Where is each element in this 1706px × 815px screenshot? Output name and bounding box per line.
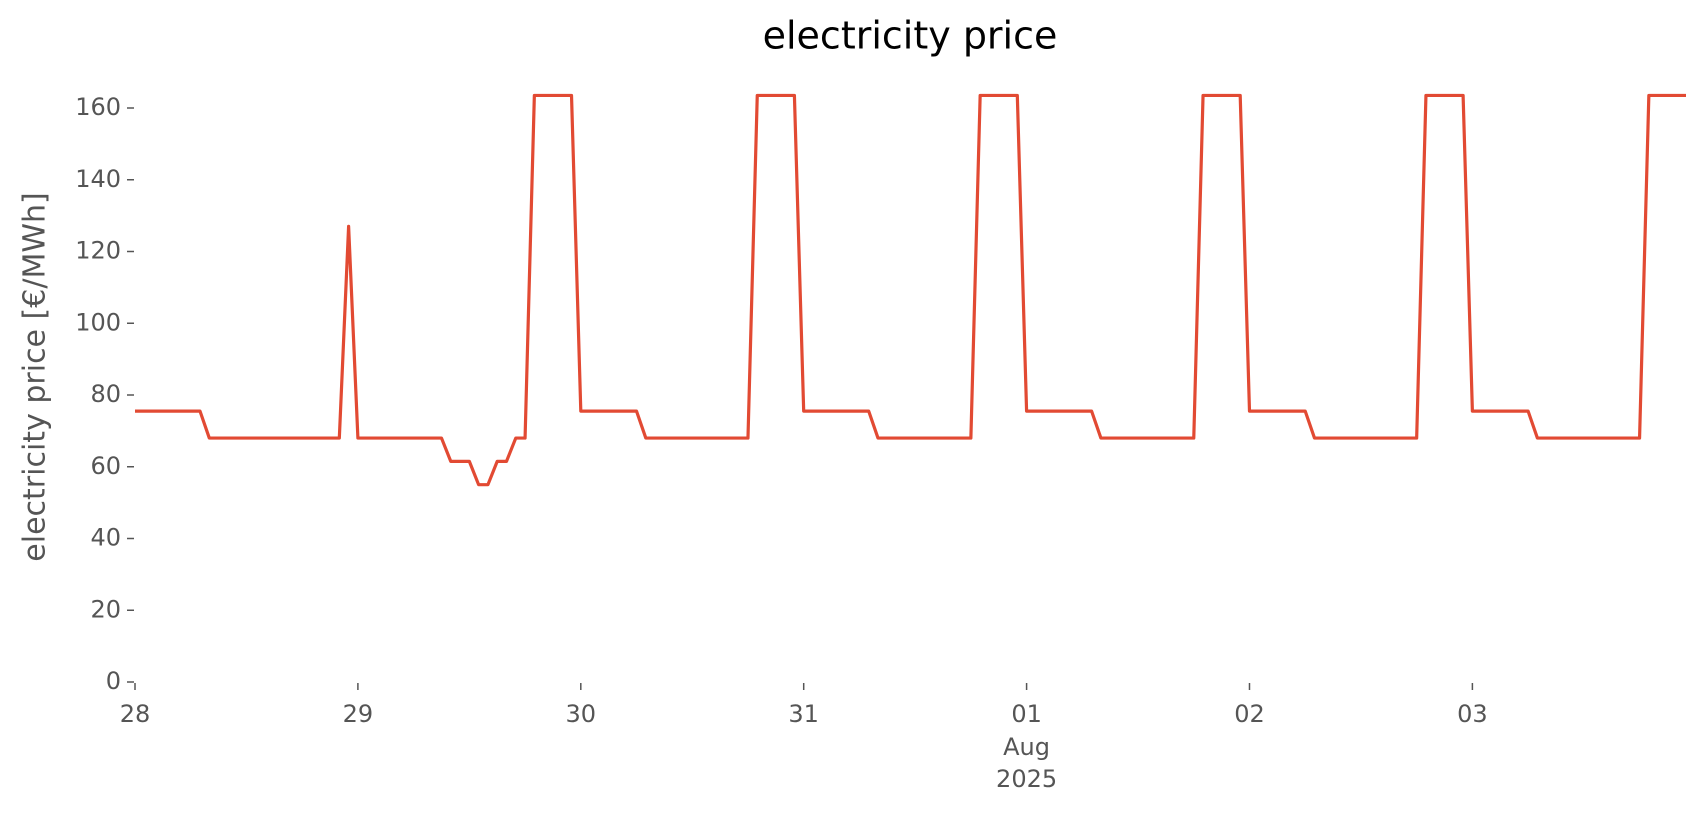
x-axis-sublabel: Aug [1003, 733, 1050, 761]
y-tick-label: 120 [75, 237, 121, 265]
x-axis-sublabel: 2025 [996, 765, 1057, 793]
x-tick-label: 29 [343, 700, 374, 728]
y-tick-label: 100 [75, 308, 121, 336]
x-tick-label: 02 [1234, 700, 1265, 728]
y-tick-label: 80 [90, 380, 121, 408]
y-tick-label: 0 [106, 667, 121, 695]
y-axis-label: electricity price [€/MWh] [18, 192, 53, 561]
x-tick-label: 30 [566, 700, 597, 728]
chart-title: electricity price [763, 14, 1058, 58]
y-tick-label: 160 [75, 93, 121, 121]
x-tick-label: 28 [120, 700, 151, 728]
x-tick-label: 31 [788, 700, 819, 728]
y-tick-label: 60 [90, 452, 121, 480]
y-tick-label: 20 [90, 595, 121, 623]
y-tick-label: 40 [90, 524, 121, 552]
price-line [135, 93, 1686, 487]
y-tick-label: 140 [75, 165, 121, 193]
x-tick-label: 01 [1011, 700, 1042, 728]
x-tick-label: 03 [1457, 700, 1488, 728]
